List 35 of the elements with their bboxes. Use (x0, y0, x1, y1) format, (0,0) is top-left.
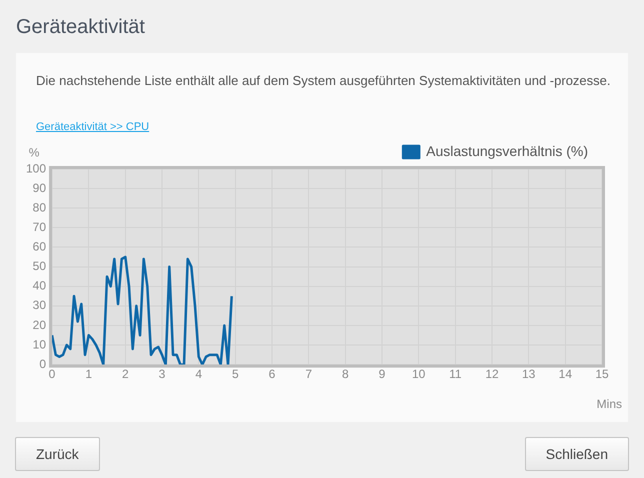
y-tick-label: 90 (32, 180, 46, 195)
y-tick-label: 40 (32, 278, 46, 293)
x-tick-label: 14 (558, 367, 572, 382)
x-tick-label: 4 (195, 367, 202, 382)
y-tick-label: 60 (32, 240, 46, 254)
text: Zurück (15, 437, 100, 471)
y-tick-label: 10 (32, 337, 46, 352)
y-tick-label: 50 (32, 259, 46, 274)
x-axis-title: Mins (596, 396, 622, 411)
text: Geräteaktivität >> CPU (36, 121, 150, 133)
x-tick-label: 0 (48, 367, 56, 382)
y-tick-label: 30 (32, 298, 46, 312)
x-tick-label: 9 (378, 367, 386, 382)
x-tick-label: 8 (342, 367, 349, 382)
y-tick-label: 0 (39, 356, 46, 371)
x-tick-label: 3 (158, 367, 166, 382)
chart-subtitle: Die nachstehende Liste enthält alle auf dem System ausgeführten Systemaktivitäten und -prozesse. (36, 72, 612, 89)
x-tick-label: 7 (305, 367, 312, 382)
x-tick-label: 12 (485, 367, 499, 382)
text: Schließen (524, 437, 629, 471)
x-tick-label: 10 (412, 367, 426, 382)
y-axis-title: % (28, 145, 40, 160)
y-tick-label: 70 (32, 220, 46, 234)
chart-title: Geräteaktivität (16, 16, 145, 39)
x-tick-label: 1 (85, 367, 92, 382)
y-tick-label: 100 (26, 161, 46, 176)
x-tick-label: 5 (232, 367, 240, 382)
x-tick-label: 6 (268, 367, 276, 382)
y-tick-label: 20 (32, 318, 46, 332)
x-tick-label: 13 (522, 367, 536, 382)
x-tick-label: 2 (122, 367, 130, 382)
legend-label: Auslastungsverhältnis (%) (426, 142, 588, 159)
x-tick-label: 15 (595, 367, 609, 382)
x-tick-label: 11 (449, 367, 462, 382)
y-tick-label: 80 (32, 200, 46, 214)
